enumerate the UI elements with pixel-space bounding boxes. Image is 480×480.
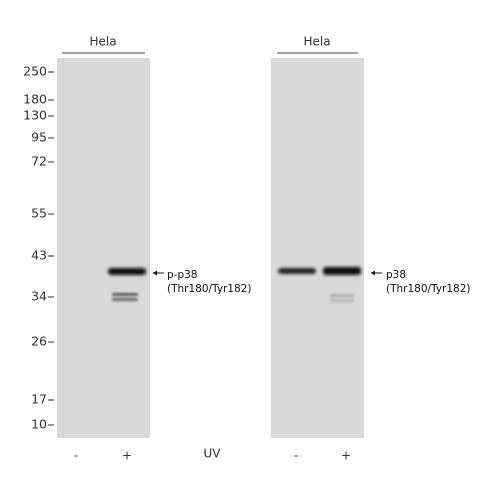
marker-label: 250: [23, 64, 47, 79]
band-epitope: (Thr180/Tyr182): [167, 283, 252, 295]
sample-label: Hela: [303, 35, 330, 49]
treatment-label: UV: [204, 447, 222, 461]
lane-label: +: [341, 449, 351, 463]
sample-label: Hela: [89, 35, 116, 49]
blot-panel: [57, 58, 150, 438]
band: [108, 268, 146, 275]
band: [330, 299, 354, 302]
marker-label: 55: [31, 206, 47, 221]
marker-label: 72: [31, 154, 47, 169]
marker-label: 10: [31, 417, 47, 432]
marker-label: 26: [31, 334, 47, 349]
marker-label: 130: [23, 108, 47, 123]
marker-ladder: [48, 71, 54, 426]
band: [323, 267, 361, 275]
marker-label: 95: [31, 130, 47, 145]
bands: [108, 267, 361, 302]
marker-label: 180: [23, 92, 47, 107]
band: [278, 268, 316, 274]
lane-label: +: [122, 449, 132, 463]
band-label: p38: [386, 269, 406, 281]
band-label: p-p38: [167, 269, 197, 281]
band: [330, 294, 354, 297]
arrow-head: [371, 270, 375, 276]
band: [112, 298, 138, 301]
marker-label: 43: [31, 248, 47, 263]
marker-label: 34: [31, 289, 47, 304]
band-epitope: (Thr180/Tyr182): [386, 283, 471, 295]
blot-panel: [271, 58, 364, 438]
marker-label: 17: [31, 392, 47, 407]
lane-label: -: [294, 449, 298, 463]
lane-label: -: [74, 449, 78, 463]
arrow-head: [153, 270, 157, 276]
band: [112, 293, 138, 296]
